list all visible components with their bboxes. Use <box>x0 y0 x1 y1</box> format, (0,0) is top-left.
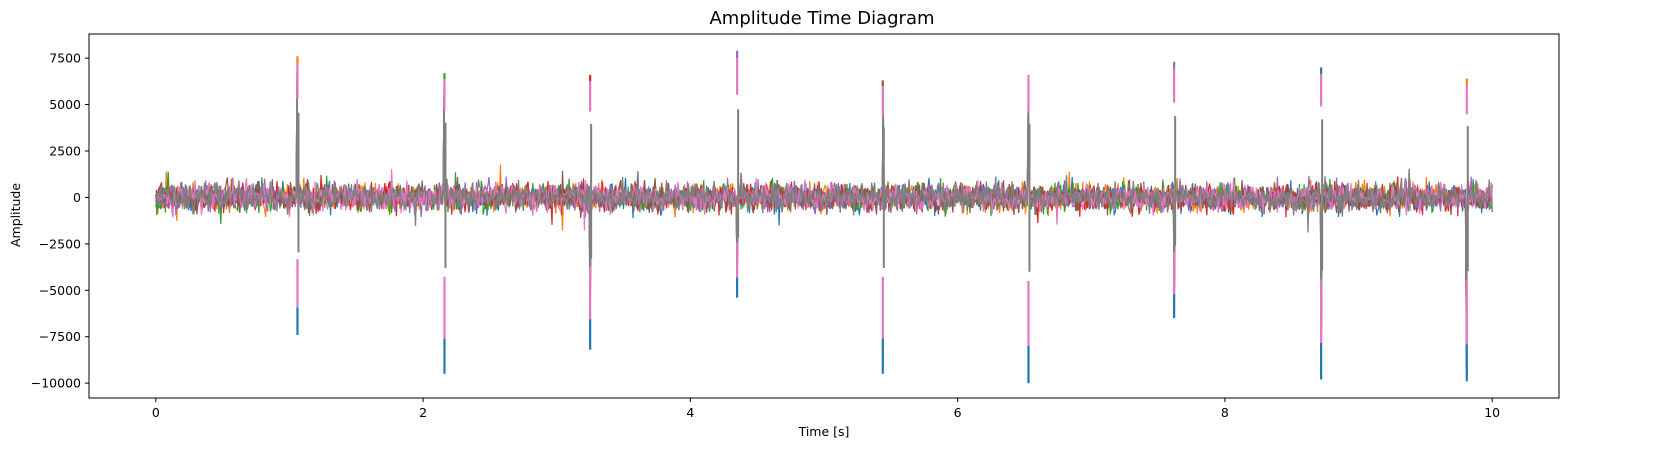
plot-frame <box>88 33 1560 399</box>
y-axis-label: Amplitude <box>8 183 23 247</box>
y-tick-label: 7500 <box>49 51 81 66</box>
chart-title: Amplitude Time Diagram <box>709 8 934 29</box>
series-line-6 <box>155 100 1493 372</box>
series-line-3 <box>155 74 1493 354</box>
x-axis-label: Time [s] <box>798 424 850 439</box>
y-tick-label: −2500 <box>39 236 81 251</box>
series-line-1 <box>155 57 1493 357</box>
x-tick-label: 8 <box>1221 405 1229 420</box>
y-tick-label: 2500 <box>49 144 81 159</box>
series-line-4 <box>155 93 1493 351</box>
x-tick-label: 6 <box>954 405 962 420</box>
y-tick-label: −5000 <box>39 283 81 298</box>
x-tick-label: 0 <box>152 405 160 420</box>
x-tick-label: 10 <box>1484 405 1500 420</box>
y-tick-label: 0 <box>73 190 81 205</box>
series-line-8 <box>155 77 1493 354</box>
series-line-2 <box>155 75 1493 360</box>
series-layer <box>155 50 1493 384</box>
x-tick-label: 2 <box>419 405 427 420</box>
y-tick-label: 5000 <box>49 97 81 112</box>
y-tick-label: −10000 <box>31 376 81 391</box>
series-line-7 <box>155 56 1493 339</box>
x-axis: 0 2 4 6 8 10 <box>152 398 1500 420</box>
y-axis: −10000 −7500 −5000 −2500 0 2500 5000 7500 <box>31 51 89 391</box>
y-tick-label: −7500 <box>39 329 81 344</box>
x-tick-label: 4 <box>686 405 694 420</box>
